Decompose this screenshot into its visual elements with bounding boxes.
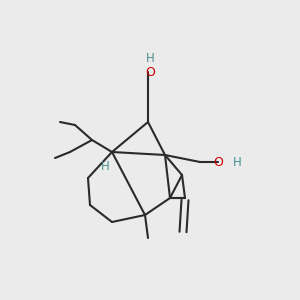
Text: O: O — [145, 65, 155, 79]
Text: H: H — [233, 155, 242, 169]
Text: O: O — [213, 155, 223, 169]
Text: H: H — [101, 160, 110, 172]
Text: H: H — [146, 52, 154, 64]
